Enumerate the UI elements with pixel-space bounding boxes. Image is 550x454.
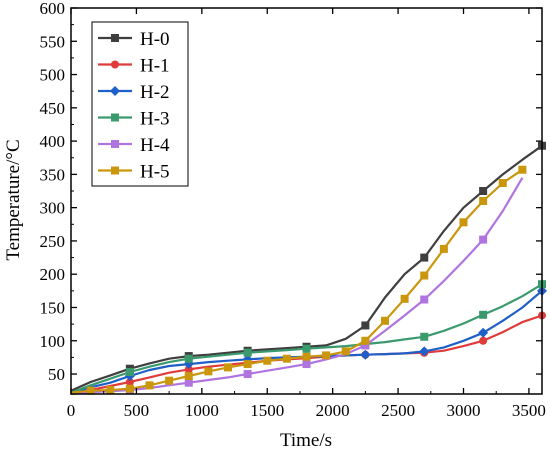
data-point-H-4 xyxy=(184,378,193,387)
data-point-H-5 xyxy=(302,352,311,361)
data-point-H-5 xyxy=(341,347,350,356)
series-H-2 xyxy=(70,285,547,394)
data-point-H-1 xyxy=(125,378,134,387)
data-point-H-5 xyxy=(282,354,291,363)
x-axis-label: Time/s xyxy=(280,430,332,451)
legend-label: H-3 xyxy=(140,109,170,130)
data-point-H-1 xyxy=(184,365,193,374)
y-tick-label: 550 xyxy=(40,32,66,51)
series-H-5 xyxy=(70,165,527,395)
data-point-H-5 xyxy=(86,386,95,395)
legend-marker xyxy=(111,34,119,42)
y-tick-label: 150 xyxy=(40,298,66,317)
y-tick-label: 450 xyxy=(40,99,66,118)
data-point-H-5 xyxy=(106,386,115,395)
data-point-H-0 xyxy=(479,187,488,196)
legend-label: H-1 xyxy=(140,56,170,77)
data-point-H-5 xyxy=(439,244,448,253)
series-line-H-2 xyxy=(70,289,543,394)
legend-marker xyxy=(111,140,119,148)
x-tick-label: 3500 xyxy=(512,401,546,420)
data-point-H-5 xyxy=(145,381,154,390)
legend-item-H-4: H-4 xyxy=(98,135,170,156)
x-tick-label: 0 xyxy=(67,401,76,420)
legend-label: H-5 xyxy=(140,162,170,183)
legend-item-H-2: H-2 xyxy=(98,82,170,103)
y-tick-label: 300 xyxy=(40,199,66,218)
legend: H-0 H-1 H-2 H-3 H-4 H-5 xyxy=(91,21,189,187)
y-tick-label: 350 xyxy=(40,165,66,184)
data-point-H-5 xyxy=(518,165,527,174)
legend-box xyxy=(91,21,189,187)
x-tick-label: 3000 xyxy=(447,401,481,420)
plot-frame xyxy=(70,7,543,395)
y-tick-label: 600 xyxy=(40,0,66,18)
legend-item-H-0: H-0 xyxy=(98,29,170,50)
x-tick-label: 1500 xyxy=(250,401,284,420)
data-point-H-2 xyxy=(360,349,371,360)
y-tick-label: 100 xyxy=(40,332,66,351)
data-point-H-4 xyxy=(420,295,429,304)
legend-label: H-0 xyxy=(140,29,170,50)
data-point-H-3 xyxy=(420,332,429,341)
data-point-H-5 xyxy=(165,376,174,385)
data-point-H-2 xyxy=(478,327,489,338)
legend-label: H-2 xyxy=(140,82,170,103)
legend-item-H-1: H-1 xyxy=(98,56,170,77)
data-point-H-5 xyxy=(322,351,331,360)
y-axis-label: Temperature/°C xyxy=(3,139,24,260)
y-tick-label: 50 xyxy=(48,365,65,384)
legend-item-H-5: H-5 xyxy=(98,162,170,183)
legend-marker xyxy=(110,86,120,96)
series-layer xyxy=(70,141,547,396)
data-point-H-2 xyxy=(419,346,430,357)
data-point-H-1 xyxy=(479,336,488,345)
data-point-H-0 xyxy=(420,253,429,262)
data-point-H-5 xyxy=(381,316,389,325)
legend-label: H-4 xyxy=(140,135,170,156)
data-point-H-0 xyxy=(361,321,370,330)
data-point-H-3 xyxy=(479,310,488,319)
data-point-H-5 xyxy=(224,363,232,372)
data-point-H-3 xyxy=(243,348,252,357)
data-point-H-4 xyxy=(302,360,311,369)
data-point-H-3 xyxy=(302,344,311,353)
data-point-H-5 xyxy=(479,197,488,205)
series-H-4 xyxy=(70,177,524,396)
x-tick-label: 500 xyxy=(124,401,150,420)
data-point-H-4 xyxy=(361,341,370,350)
series-line-H-4 xyxy=(70,177,524,396)
data-point-H-5 xyxy=(361,336,370,345)
data-point-H-3 xyxy=(125,368,134,377)
data-point-H-5 xyxy=(498,179,507,188)
legend-marker xyxy=(111,113,119,122)
data-point-H-5 xyxy=(125,384,134,393)
data-point-H-5 xyxy=(184,372,193,381)
data-point-H-5 xyxy=(459,218,468,227)
axes-layer: 0 500 1000 1500 2000 2500 3000 3500 50 100 150 200 2… xyxy=(40,0,546,420)
legend-marker xyxy=(111,60,119,69)
y-tick-label: 500 xyxy=(40,66,66,85)
x-tick-label: 1000 xyxy=(185,401,219,420)
data-point-H-4 xyxy=(243,370,252,379)
x-tick-label: 2500 xyxy=(381,401,415,420)
x-tick-label: 2000 xyxy=(316,401,350,420)
data-point-H-5 xyxy=(420,271,429,280)
y-tick-label: 400 xyxy=(40,132,66,151)
data-point-H-5 xyxy=(400,294,409,303)
y-tick-label: 250 xyxy=(40,232,66,251)
legend-marker xyxy=(111,166,119,175)
data-point-H-4 xyxy=(479,235,488,244)
data-point-H-5 xyxy=(204,367,213,376)
data-point-H-3 xyxy=(184,354,193,363)
data-point-H-5 xyxy=(263,356,272,365)
legend-item-H-3: H-3 xyxy=(98,109,170,130)
data-point-H-5 xyxy=(243,360,252,369)
y-tick-label: 200 xyxy=(40,265,66,284)
